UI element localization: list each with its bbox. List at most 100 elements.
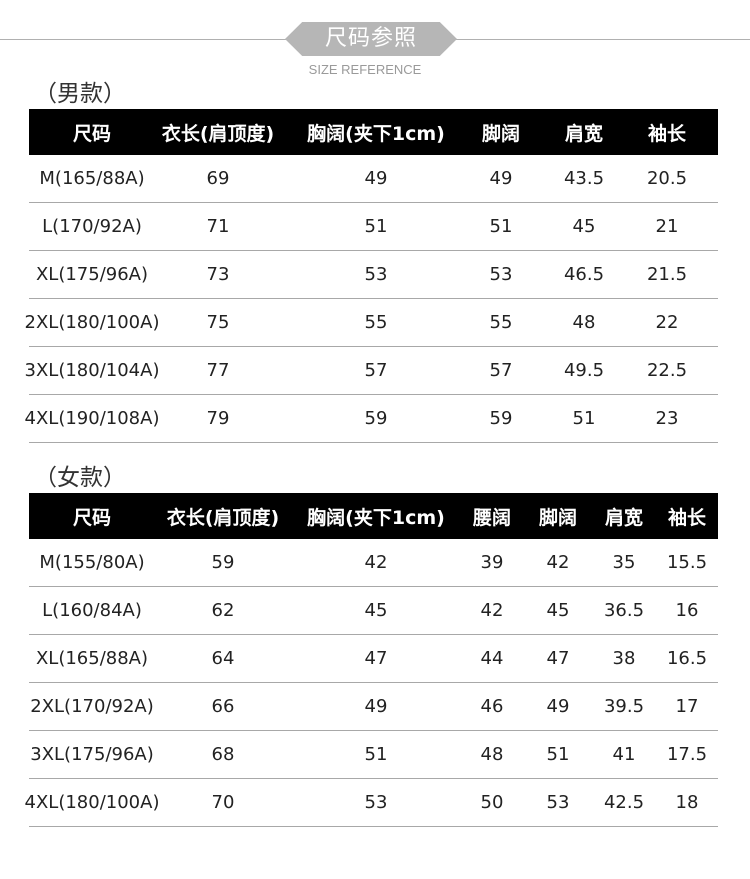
table-cell: 57 <box>364 360 388 381</box>
men-section-label: （男款） <box>34 81 126 107</box>
table-cell: 42.5 <box>603 792 645 813</box>
table-row: 2XL(170/92A) 66 49 46 49 39.5 17 <box>29 683 718 731</box>
table-cell: 21 <box>655 216 679 237</box>
table-cell: 46 <box>480 696 504 717</box>
table-header: 尺码 衣长(肩顶度) 胸阔(夹下1cm) 腰阔 脚阔 肩宽 袖长 <box>29 493 718 539</box>
table-cell: 16.5 <box>666 648 708 669</box>
table-cell: 55 <box>364 312 388 333</box>
table-row: 4XL(180/100A) 70 53 50 53 42.5 18 <box>25 779 718 827</box>
table-cell: 70 <box>211 792 235 813</box>
table-cell: 66 <box>211 696 235 717</box>
table-cell: 35 <box>612 552 636 573</box>
header-cell: 胸阔(夹下1cm) <box>307 506 445 529</box>
table-cell: 49 <box>489 168 513 189</box>
banner-subtitle: SIZE REFERENCE <box>308 62 422 77</box>
table-cell: 42 <box>546 552 570 573</box>
table-cell: 49 <box>364 696 388 717</box>
table-cell: 41 <box>612 744 636 765</box>
table-cell: L(160/84A) <box>42 600 142 621</box>
table-cell: 48 <box>572 312 596 333</box>
table-cell: XL(175/96A) <box>35 264 149 285</box>
table-cell: 51 <box>546 744 570 765</box>
table-cell: 42 <box>480 600 504 621</box>
table-cell: 21.5 <box>646 264 688 285</box>
table-cell: 51 <box>489 216 513 237</box>
header-cell: 袖长 <box>667 506 707 529</box>
table-cell: 49 <box>364 168 388 189</box>
table-cell: 45 <box>546 600 570 621</box>
table-cell: 3XL(180/104A) <box>24 360 160 381</box>
table-cell: M(165/88A) <box>39 168 145 189</box>
table-cell: 18 <box>675 792 699 813</box>
men-size-table: 尺码 衣长(肩顶度) 胸阔(夹下1cm) 脚阔 肩宽 袖长 M(165/88A) 69 49 49… <box>25 109 718 443</box>
table-row: 3XL(180/104A) 77 57 57 49.5 22.5 <box>25 347 718 395</box>
table-row: M(155/80A) 59 42 39 42 35 15.5 <box>29 539 718 587</box>
table-cell: 69 <box>206 168 230 189</box>
table-cell: 53 <box>489 264 513 285</box>
table-cell: 44 <box>480 648 504 669</box>
header-cell: 肩宽 <box>604 506 644 529</box>
table-cell: 17 <box>675 696 699 717</box>
header-cell: 衣长(肩顶度) <box>166 506 280 529</box>
header-cell: 脚阔 <box>538 506 578 529</box>
header-cell: 袖长 <box>647 122 687 145</box>
table-header: 尺码 衣长(肩顶度) 胸阔(夹下1cm) 脚阔 肩宽 袖长 <box>29 109 718 155</box>
table-cell: 39.5 <box>603 696 645 717</box>
table-cell: 59 <box>364 408 388 429</box>
table-cell: 62 <box>211 600 235 621</box>
table-cell: 23 <box>655 408 679 429</box>
table-cell: 59 <box>489 408 513 429</box>
table-cell: 17.5 <box>666 744 708 765</box>
table-cell: 68 <box>211 744 235 765</box>
table-row: XL(165/88A) 64 47 44 47 38 16.5 <box>29 635 718 683</box>
table-cell: 77 <box>206 360 230 381</box>
table-cell: 53 <box>364 792 388 813</box>
table-row: M(165/88A) 69 49 49 43.5 20.5 <box>29 155 718 203</box>
table-cell: 3XL(175/96A) <box>30 744 154 765</box>
table-row: L(170/92A) 71 51 51 45 21 <box>29 203 718 251</box>
table-cell: 38 <box>612 648 636 669</box>
table-cell: 46.5 <box>563 264 605 285</box>
header-cell: 脚阔 <box>481 122 521 145</box>
table-row: L(160/84A) 62 45 42 45 36.5 16 <box>29 587 718 635</box>
table-cell: 49.5 <box>563 360 605 381</box>
table-row: 4XL(190/108A) 79 59 59 51 23 <box>25 395 718 443</box>
table-cell: 49 <box>546 696 570 717</box>
divider-left <box>0 39 290 40</box>
divider-right <box>452 39 750 40</box>
table-cell: M(155/80A) <box>39 552 145 573</box>
table-cell: 4XL(190/108A) <box>24 408 160 429</box>
table-cell: 57 <box>489 360 513 381</box>
table-cell: 15.5 <box>666 552 708 573</box>
table-cell: 47 <box>546 648 570 669</box>
table-cell: 47 <box>364 648 388 669</box>
table-cell: 22.5 <box>646 360 688 381</box>
header-cell: 尺码 <box>72 122 112 145</box>
table-cell: 59 <box>211 552 235 573</box>
table-cell: 75 <box>206 312 230 333</box>
table-cell: 2XL(180/100A) <box>24 312 160 333</box>
table-cell: 22 <box>655 312 679 333</box>
women-section-label: （女款） <box>34 465 126 491</box>
table-cell: 16 <box>675 600 699 621</box>
table-cell: 45 <box>572 216 596 237</box>
table-cell: 42 <box>364 552 388 573</box>
table-cell: 64 <box>211 648 235 669</box>
table-cell: 79 <box>206 408 230 429</box>
header-cell: 尺码 <box>72 506 112 529</box>
women-size-table: 尺码 衣长(肩顶度) 胸阔(夹下1cm) 腰阔 脚阔 肩宽 袖长 M(155/80A) 59 42… <box>25 493 718 827</box>
header-cell: 衣长(肩顶度) <box>161 122 275 145</box>
table-cell: 20.5 <box>646 168 688 189</box>
table-row: XL(175/96A) 73 53 53 46.5 21.5 <box>29 251 718 299</box>
table-cell: 4XL(180/100A) <box>24 792 160 813</box>
table-cell: 51 <box>364 744 388 765</box>
table-cell: 53 <box>364 264 388 285</box>
table-cell: 55 <box>489 312 513 333</box>
table-cell: 39 <box>480 552 504 573</box>
table-cell: 73 <box>206 264 230 285</box>
table-cell: 53 <box>546 792 570 813</box>
table-cell: 50 <box>480 792 504 813</box>
header-cell: 胸阔(夹下1cm) <box>307 122 445 145</box>
table-cell: 2XL(170/92A) <box>30 696 154 717</box>
